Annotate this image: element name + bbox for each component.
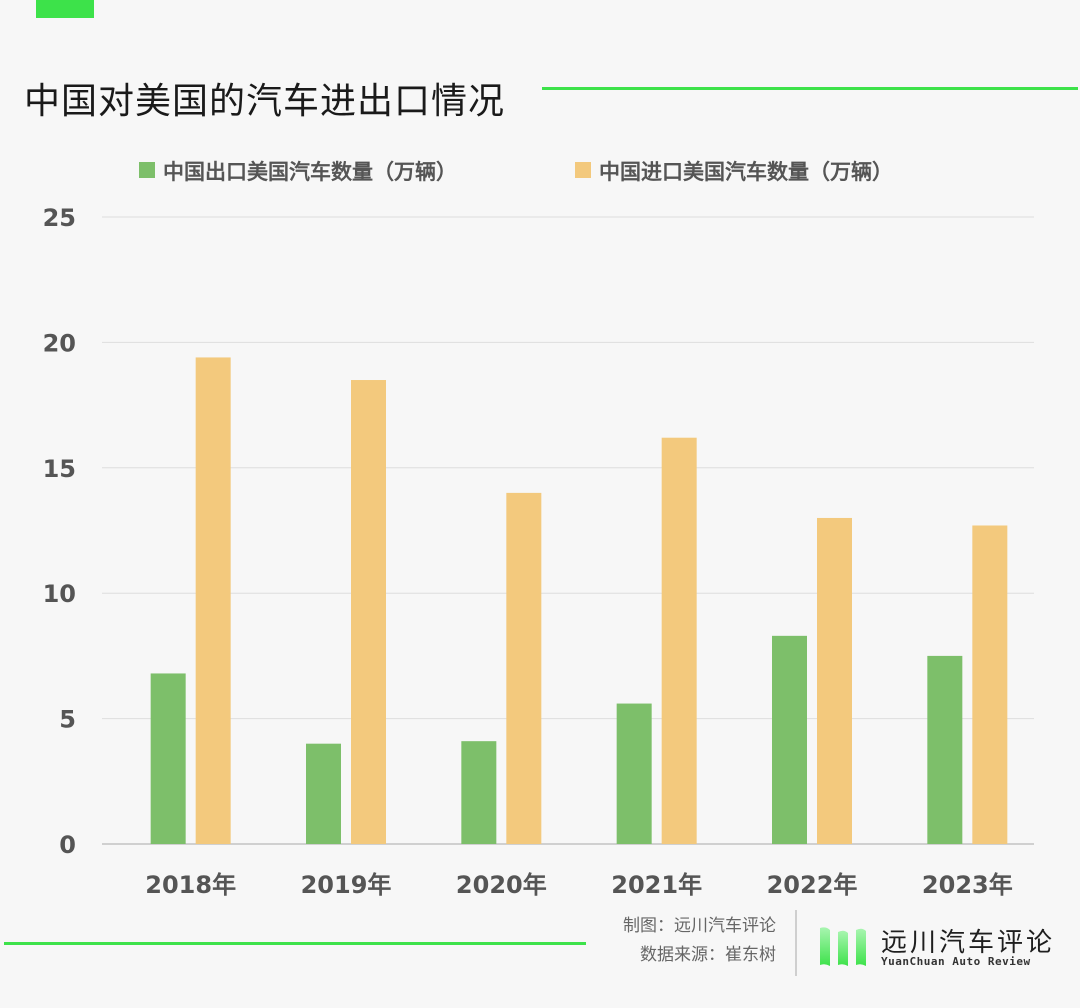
legend-label: 中国出口美国汽车数量（万辆）	[163, 160, 457, 184]
title-accent-line	[542, 87, 1078, 90]
footer-accent-line	[4, 942, 586, 945]
bar	[927, 655, 963, 844]
x-tick-label: 2023年	[922, 871, 1013, 899]
brand-name-en: YuanChuan Auto Review	[881, 955, 1031, 968]
y-tick-label: 0	[59, 831, 76, 859]
bar	[817, 517, 852, 844]
bar	[661, 437, 697, 844]
legend-swatch	[139, 162, 155, 178]
bar	[772, 635, 807, 844]
bar	[616, 703, 652, 844]
x-tick-label: 2021年	[611, 871, 702, 899]
x-axis-ticks: 2018年 2019年 2020年 2021年 2022年 2023年	[145, 871, 1012, 899]
y-axis-ticks: 0 5 10 15 20 25	[43, 204, 76, 859]
bar	[351, 380, 386, 844]
y-tick-label: 15	[43, 455, 76, 483]
chart-title: 中国对美国的汽车进出口情况	[24, 81, 506, 122]
x-tick-label: 2019年	[301, 871, 392, 899]
legend: 中国出口美国汽车数量（万辆） 中国进口美国汽车数量（万辆）	[139, 160, 893, 184]
x-tick-label: 2020年	[456, 871, 547, 899]
top-accent-bar	[36, 0, 94, 18]
y-tick-label: 25	[43, 204, 76, 232]
brand-logo-icon	[820, 927, 866, 966]
bar	[150, 673, 186, 844]
bar	[306, 743, 341, 844]
credit-maker: 制图：远川汽车评论	[623, 916, 776, 936]
y-tick-label: 10	[43, 580, 76, 608]
footer-divider	[795, 910, 797, 976]
x-tick-label: 2022年	[767, 871, 858, 899]
gridlines	[102, 216, 1034, 845]
bar	[506, 492, 542, 844]
bar	[972, 525, 1008, 844]
legend-label: 中国进口美国汽车数量（万辆）	[599, 160, 893, 184]
legend-swatch	[575, 162, 591, 178]
credits: 制图：远川汽车评论 数据来源：崔东树	[623, 912, 776, 970]
bar	[461, 741, 497, 844]
y-tick-label: 5	[59, 706, 76, 734]
bars	[150, 357, 1008, 844]
credit-source: 数据来源：崔东树	[640, 945, 776, 965]
brand-name: 远川汽车评论	[881, 928, 1056, 958]
y-tick-label: 20	[43, 329, 76, 357]
x-tick-label: 2018年	[145, 871, 236, 899]
bar	[195, 357, 231, 844]
